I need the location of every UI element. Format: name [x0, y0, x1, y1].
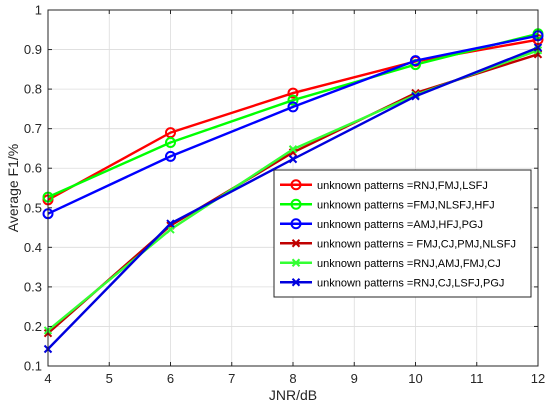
legend-entry: unknown patterns =RNJ,FMJ,LSFJ [280, 179, 488, 192]
legend-entry: unknown patterns =FMJ,NLSFJ,HFJ [280, 198, 495, 211]
x-axis-label: JNR/dB [269, 387, 317, 403]
data-point [165, 137, 176, 149]
legend-box [273, 169, 532, 298]
data-point [290, 218, 302, 230]
data-point-stroke [288, 148, 298, 157]
y-tick-label: 0.7 [24, 121, 42, 136]
x-tick-label: 10 [408, 371, 422, 386]
legend-entry: unknown patterns =AMJ,HFJ,PGJ [280, 218, 483, 231]
x-tick-label: 4 [44, 371, 51, 386]
series-6 [43, 43, 543, 354]
legend-label: unknown patterns =AMJ,HFJ,PGJ [317, 219, 483, 231]
data-point [287, 101, 299, 113]
y-axis-label: Average F1/% [5, 144, 21, 232]
legend-label: unknown patterns =RNJ,FMJ,LSFJ [317, 180, 488, 192]
y-tick-label: 0.3 [24, 279, 42, 294]
x-tick-label: 8 [289, 371, 296, 386]
y-tick-label: 0.9 [24, 42, 42, 57]
x-tick-label: 11 [470, 371, 484, 386]
y-tick-label: 0.1 [24, 359, 42, 374]
series-line [47, 34, 539, 215]
data-point-stroke [288, 154, 298, 164]
data-point [166, 219, 175, 228]
data-point [291, 239, 301, 248]
legend-label: unknown patterns =RNJ,CJ,LSFJ,PGJ [317, 277, 504, 289]
data-point [411, 92, 420, 101]
legend-entry: unknown patterns =RNJ,CJ,LSFJ,PGJ [280, 277, 504, 289]
data-point [287, 87, 299, 99]
data-point [290, 198, 302, 210]
legend-label: unknown patterns =RNJ,AMJ,FMJ,CJ [317, 258, 501, 270]
data-point [288, 145, 298, 154]
y-tick-label: 1 [35, 3, 42, 18]
data-point-stroke [291, 258, 301, 267]
data-point-stroke [166, 219, 175, 228]
data-point [410, 55, 421, 67]
data-point-stroke [288, 145, 298, 154]
series-group [42, 28, 544, 354]
x-tick-label: 7 [228, 371, 235, 386]
data-point-stroke [291, 278, 301, 287]
legend-entry: unknown patterns =RNJ,AMJ,FMJ,CJ [280, 258, 501, 270]
legend: unknown patterns =RNJ,FMJ,LSFJ unknown pa… [273, 169, 532, 298]
x-tick-label: 9 [351, 371, 358, 386]
data-point-stroke [291, 239, 301, 248]
data-point [290, 179, 302, 191]
x-tick-label: 5 [106, 371, 113, 386]
y-tick-label: 0.8 [24, 82, 42, 97]
y-tick-label: 0.2 [24, 319, 42, 334]
legend-label: unknown patterns = FMJ,CJ,PMJ,NLSFJ [317, 238, 516, 250]
y-tick-label: 0.6 [24, 161, 42, 176]
data-point [291, 258, 301, 267]
ticks: 4 5 6 7 8 9 10 11 12 0.1 0.2 0.3 0.4 0.5 0.6 0.7 0.8 0.9 1 [24, 3, 545, 387]
y-tick-label: 0.5 [24, 200, 42, 215]
series-line [47, 32, 539, 199]
legend-entry: unknown patterns = FMJ,CJ,PMJ,NLSFJ [280, 238, 516, 250]
data-point [288, 154, 298, 164]
data-point-stroke [411, 92, 420, 101]
data-point [165, 150, 176, 162]
x-tick-label: 12 [531, 371, 545, 386]
legend-label: unknown patterns =FMJ,NLSFJ,HFJ [317, 199, 495, 211]
data-point [291, 278, 301, 287]
y-tick-label: 0.4 [24, 240, 42, 255]
data-point [287, 94, 299, 106]
x-tick-label: 6 [167, 371, 174, 386]
